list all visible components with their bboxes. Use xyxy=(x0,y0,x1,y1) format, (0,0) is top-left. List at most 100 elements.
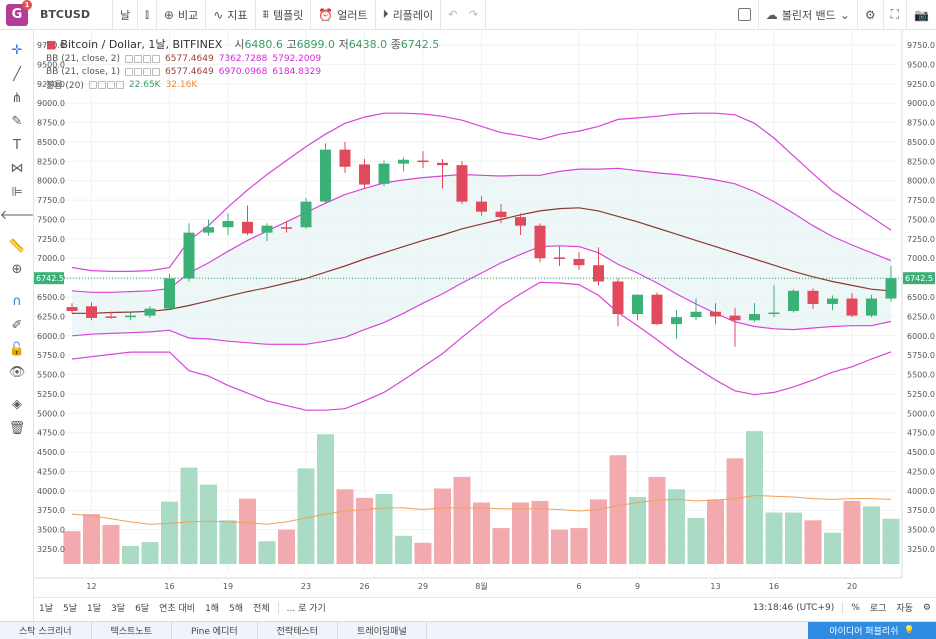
alert-label: 얼러트 xyxy=(337,8,368,22)
log-toggle[interactable]: 로그 xyxy=(869,604,887,614)
redo-icon[interactable]: ↷ xyxy=(468,8,479,21)
range-all[interactable]: 전체 xyxy=(253,604,270,614)
bb1-lower: 6184.8329 xyxy=(272,66,322,77)
zoom-in-icon[interactable]: ⊕ xyxy=(11,261,23,277)
range-6m[interactable]: 6달 xyxy=(135,604,150,614)
range-1d[interactable]: 1날 xyxy=(39,604,54,614)
price-tick-label: 8000.0 xyxy=(907,177,935,186)
candle-body xyxy=(437,162,448,166)
snapshot-button[interactable]: 📷 xyxy=(907,0,936,30)
volume-bar xyxy=(297,468,315,564)
gear-icon[interactable]: ⚙ xyxy=(922,602,931,613)
candle-body xyxy=(495,211,507,218)
interval-button[interactable]: 날 xyxy=(113,0,139,30)
layers-icon[interactable]: ◈ xyxy=(12,396,22,412)
prediction-icon[interactable]: ⊫ xyxy=(11,184,23,200)
price-tick-label: 4500.0 xyxy=(907,448,935,457)
trend-line-icon[interactable]: ╱ xyxy=(13,66,21,82)
indicator-dropdown[interactable]: ☁ 볼린저 밴드 ⌄ xyxy=(759,0,858,30)
indicators-button[interactable]: ∿ 지표 xyxy=(206,0,256,30)
trash-icon[interactable]: 🗑 xyxy=(8,420,26,436)
price-tick-label: 7500.0 xyxy=(37,215,65,224)
chart-style-button[interactable]: ⫾ xyxy=(138,0,157,30)
volume-bar xyxy=(512,502,529,564)
percent-toggle[interactable]: % xyxy=(851,602,860,613)
volume-legend[interactable]: 볼륨 (20) 22.65K 32.16K xyxy=(46,78,439,92)
crosshair-icon[interactable]: ✛ xyxy=(11,42,23,58)
tab-text-notes[interactable]: 텍스트노트 xyxy=(92,621,172,639)
undo-redo: ↶ ↷ xyxy=(441,0,487,30)
volume-ma-value: 32.16K xyxy=(165,79,198,90)
volume-bar xyxy=(63,531,81,564)
volume-bar xyxy=(336,489,354,564)
compare-button[interactable]: ⊕ 비교 xyxy=(157,0,207,30)
volume-bar xyxy=(122,545,139,564)
tab-stock-screener[interactable]: 스탁 스크리너 xyxy=(0,621,92,639)
volume-bar xyxy=(882,518,900,564)
replay-button[interactable]: ⏵ 리플레이 xyxy=(376,0,442,30)
range-1y[interactable]: 1해 xyxy=(205,604,220,614)
back-arrow-icon[interactable]: 🡐 xyxy=(0,208,35,223)
fullscreen-button[interactable]: ⛶ xyxy=(884,0,908,30)
volume-bar xyxy=(551,529,568,564)
lock-icon[interactable]: 🔓 xyxy=(8,341,26,357)
price-tick-label: 4750.0 xyxy=(907,429,935,438)
symbol-search[interactable]: BTCUSD xyxy=(34,0,113,30)
range-3m[interactable]: 3달 xyxy=(111,604,126,614)
alert-button[interactable]: ⏰ 얼러트 xyxy=(311,0,376,30)
legend-controls[interactable] xyxy=(125,54,161,63)
range-5y[interactable]: 5해 xyxy=(229,604,244,614)
tab-pine-editor[interactable]: Pine 에디터 xyxy=(172,621,258,639)
eye-icon[interactable]: 👁 xyxy=(8,364,26,380)
bb2-legend[interactable]: BB (21, close, 2) 6577.4649 7362.7288 5792.… xyxy=(46,52,439,65)
pattern-icon[interactable]: ⋈ xyxy=(10,160,24,176)
bb2-basis: 6577.4649 xyxy=(165,53,214,64)
magnet-icon[interactable]: ∩ xyxy=(12,293,22,309)
price-tick-label: 7750.0 xyxy=(37,196,65,205)
candle-body xyxy=(378,163,390,184)
tab-trading-panel[interactable]: 트레이딩패널 xyxy=(338,621,427,639)
volume-bar xyxy=(590,499,607,564)
candle-body xyxy=(515,217,526,226)
legend-controls[interactable] xyxy=(88,80,124,89)
ruler-icon[interactable]: 📏 xyxy=(8,238,26,254)
candle-body xyxy=(203,227,214,233)
range-ytd[interactable]: 연초 대비 xyxy=(159,604,196,614)
templates-button[interactable]: ⩩ 템플릿 xyxy=(256,0,312,30)
layout-checkbox[interactable] xyxy=(731,0,759,30)
undo-icon[interactable]: ↶ xyxy=(448,8,458,21)
volume-bar xyxy=(141,542,159,564)
wave-icon: ∿ xyxy=(213,7,224,22)
price-chart[interactable]: 3250.0 3500.0 3750.0 4000.0 4250.0 4500.0 4750… xyxy=(34,30,936,597)
auto-toggle[interactable]: 자동 xyxy=(896,604,913,614)
price-tick-label: 9000.0 xyxy=(907,99,935,108)
brush-icon[interactable]: ✎ xyxy=(11,113,23,129)
settings-button[interactable]: ⚙ xyxy=(858,0,884,30)
candle-body xyxy=(807,290,819,304)
volume-bar xyxy=(278,529,295,564)
candle-body xyxy=(261,225,273,233)
price-tick-label: 5250.0 xyxy=(907,390,935,399)
time-tick-label: 26 xyxy=(359,582,369,591)
price-tick-label: 5250.0 xyxy=(37,390,65,399)
price-tick-label: 6250.0 xyxy=(37,312,65,321)
volume-value: 22.65K xyxy=(128,79,161,90)
legend-controls[interactable] xyxy=(125,67,161,76)
price-tick-label: 8250.0 xyxy=(37,157,65,166)
candle-body xyxy=(183,232,195,279)
candle-body xyxy=(320,149,331,202)
goto-date-button[interactable]: ... 로 가기 xyxy=(286,604,326,614)
volume-bar xyxy=(102,524,120,564)
pitchfork-icon[interactable]: ⋔ xyxy=(11,90,23,106)
publish-idea-button[interactable]: 아이디어 퍼블리쉬 💡 xyxy=(808,621,936,639)
tab-strategy-tester[interactable]: 전략테스터 xyxy=(258,621,339,639)
range-1m[interactable]: 1달 xyxy=(87,604,102,614)
stay-drawing-icon[interactable]: ✐ xyxy=(11,317,23,333)
range-5d[interactable]: 5날 xyxy=(63,604,78,614)
text-tool-icon[interactable]: T xyxy=(13,137,21,153)
price-tick-label: 9500.0 xyxy=(37,60,65,69)
high-label: 고 xyxy=(286,38,297,51)
bb1-legend[interactable]: BB (21, close, 1) 6577.4649 6970.0968 6184.… xyxy=(46,65,439,78)
open-value: 6480.6 xyxy=(244,38,283,51)
